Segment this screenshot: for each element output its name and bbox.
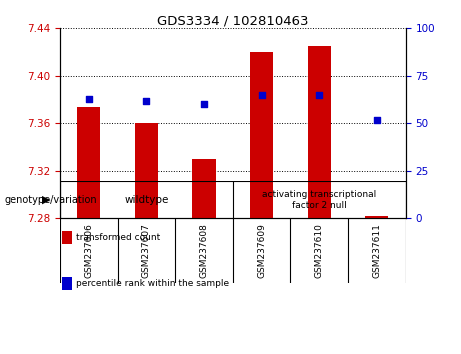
Bar xyxy=(193,159,216,218)
Point xyxy=(373,117,381,122)
Bar xyxy=(308,46,331,218)
Point xyxy=(315,92,323,98)
Text: activating transcriptional
factor 2 null: activating transcriptional factor 2 null xyxy=(262,190,376,210)
Point xyxy=(258,92,266,98)
Point xyxy=(85,96,92,102)
Text: GSM237610: GSM237610 xyxy=(315,223,324,278)
Bar xyxy=(250,52,273,218)
Text: GSM237607: GSM237607 xyxy=(142,223,151,278)
Text: GSM237606: GSM237606 xyxy=(84,223,93,278)
Title: GDS3334 / 102810463: GDS3334 / 102810463 xyxy=(157,14,308,27)
Text: percentile rank within the sample: percentile rank within the sample xyxy=(76,279,229,288)
Bar xyxy=(135,123,158,218)
Point xyxy=(200,102,207,107)
Text: ▶: ▶ xyxy=(41,195,50,205)
Point xyxy=(142,98,150,103)
Text: transformed count: transformed count xyxy=(76,233,160,242)
Text: GSM237609: GSM237609 xyxy=(257,223,266,278)
Text: GSM237611: GSM237611 xyxy=(372,223,381,278)
Text: genotype/variation: genotype/variation xyxy=(5,195,97,205)
Text: GSM237608: GSM237608 xyxy=(200,223,208,278)
Bar xyxy=(365,216,388,218)
Text: wildtype: wildtype xyxy=(124,195,169,205)
Bar xyxy=(77,107,100,218)
